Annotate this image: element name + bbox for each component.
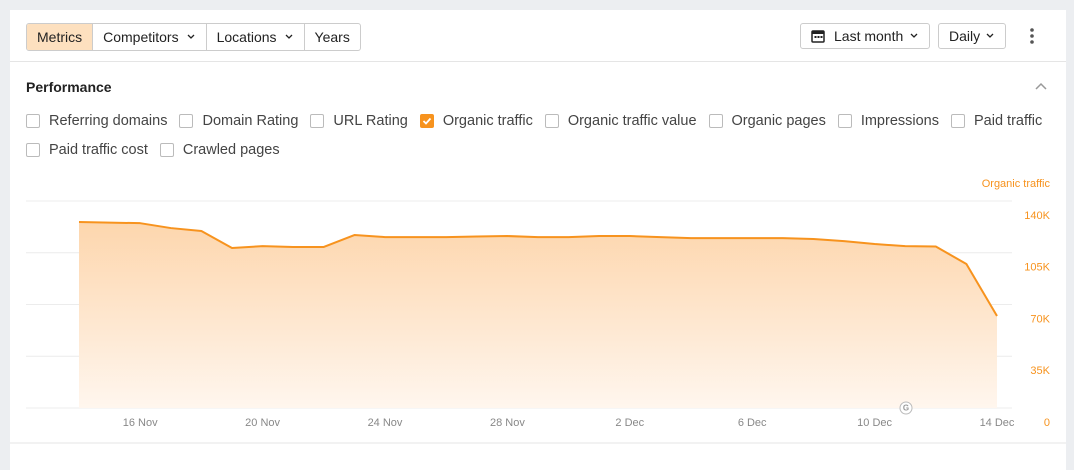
divider — [10, 61, 1066, 62]
x-tick-label: 10 Dec — [857, 417, 892, 429]
metric-checkbox[interactable]: Paid traffic — [951, 111, 1042, 131]
metric-label: Domain Rating — [202, 113, 299, 129]
tab[interactable]: Metrics — [27, 24, 93, 50]
metric-label: Paid traffic — [974, 113, 1043, 129]
annotation-marker — [899, 401, 913, 415]
chevron — [986, 33, 994, 38]
checkbox — [26, 114, 40, 128]
check-mark — [422, 117, 431, 125]
tab-label: Competitors — [103, 29, 179, 45]
metric-label: Organic traffic — [442, 113, 533, 129]
tab-label: Locations — [216, 29, 277, 45]
y-axis-label: Organic traffic — [982, 178, 1051, 190]
metric-label: URL Rating — [333, 113, 408, 129]
period-label: Last month — [834, 28, 904, 44]
metric-checkbox[interactable]: Impressions — [837, 111, 939, 131]
metric-checkbox[interactable]: URL Rating — [310, 111, 408, 131]
x-tick-label: 20 Nov — [245, 417, 280, 429]
checkbox — [179, 114, 194, 128]
tab-group: Metrics Competitors Locations Years — [26, 23, 361, 51]
metric-checkbox[interactable]: Domain Rating — [179, 111, 298, 131]
x-tick-label: 16 Nov — [123, 417, 158, 429]
collapse-chevron[interactable] — [1034, 82, 1048, 92]
metric-list: Referring domains Domain Rating URL Rating… — [26, 111, 1066, 160]
checkbox — [419, 114, 434, 128]
y-tick-label: 70K — [1030, 313, 1050, 325]
x-tick-label: 24 Nov — [368, 417, 403, 429]
section-title: Performance — [26, 79, 112, 95]
checkbox — [310, 114, 325, 128]
checkbox — [159, 143, 174, 157]
y-tick-label: 35K — [1030, 365, 1050, 377]
metric-checkbox[interactable]: Paid traffic cost — [26, 140, 148, 160]
interval-label: Daily — [949, 28, 981, 44]
page: Metrics Competitors Locations Years Last mo… — [10, 10, 1066, 470]
more-menu[interactable] — [1028, 27, 1036, 45]
tab-label: Years — [314, 29, 350, 45]
y-tick-label: 140K — [1024, 210, 1050, 222]
period-button[interactable]: Last month — [800, 23, 931, 49]
metric-label: Paid traffic cost — [49, 142, 148, 158]
metric-label: Referring domains — [49, 113, 168, 129]
checkbox — [544, 114, 559, 128]
metric-checkbox[interactable]: Organic traffic value — [544, 111, 697, 131]
checkbox — [708, 114, 723, 128]
metric-checkbox[interactable]: Referring domains — [26, 111, 167, 131]
metric-checkbox[interactable]: Organic traffic — [419, 111, 533, 131]
annotation-label: G — [903, 404, 909, 413]
chevron — [187, 34, 195, 39]
line — [78, 220, 998, 317]
x-tick-label: 14 Dec — [980, 417, 1015, 429]
metric-label: Impressions — [860, 113, 939, 129]
metric-checkbox[interactable]: Crawled pages — [159, 140, 280, 160]
area-fill — [79, 221, 997, 408]
x-tick-label: 28 Nov — [490, 417, 525, 429]
calendar-icon — [811, 30, 825, 43]
metric-checkbox[interactable]: Organic pages — [708, 111, 826, 131]
x-tick-label: 6 Dec — [738, 417, 767, 429]
chevron — [910, 33, 918, 38]
metric-label: Organic pages — [731, 113, 826, 129]
tab[interactable]: Years — [303, 24, 360, 50]
x-tick-label: 2 Dec — [615, 417, 644, 429]
chevron — [285, 34, 292, 39]
checkbox — [26, 143, 40, 157]
tab-label: Metrics — [37, 29, 83, 45]
metric-label: Crawled pages — [182, 142, 280, 158]
tab[interactable]: Locations — [205, 24, 304, 50]
checkbox — [837, 114, 852, 128]
chart: 0 35K 70K 105K 140K Organic traffic 16 Nov 20 N… — [10, 178, 1066, 444]
y-tick-label: 0 — [1044, 417, 1050, 429]
interval-button[interactable]: Daily — [938, 23, 1007, 49]
tab[interactable]: Competitors — [92, 24, 205, 50]
y-tick-label: 105K — [1024, 262, 1050, 274]
checkbox — [951, 114, 965, 128]
metric-label: Organic traffic value — [567, 113, 697, 129]
